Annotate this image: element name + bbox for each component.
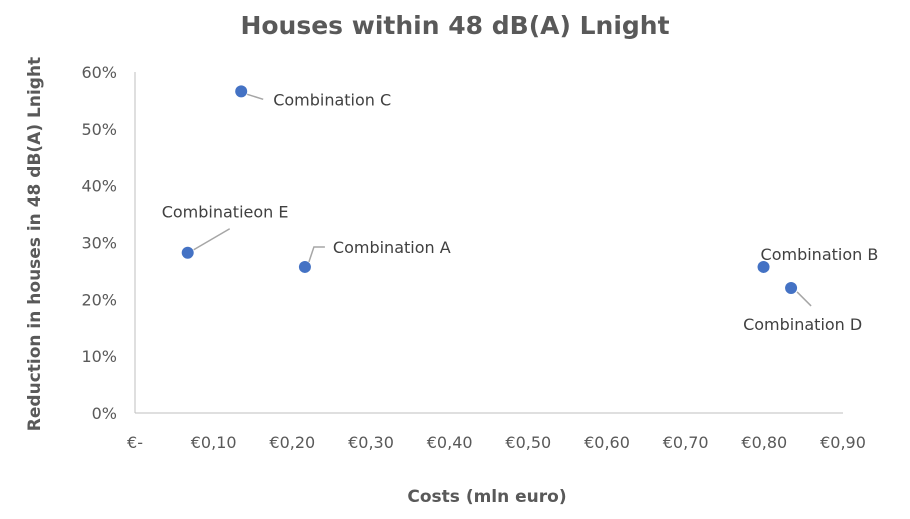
- x-axis-title: Costs (mln euro): [407, 487, 566, 507]
- y-axis-title: Reduction in houses in 48 dB(A) Lnight: [25, 57, 45, 431]
- data-point: [785, 281, 798, 294]
- data-label: Combination C: [273, 90, 391, 109]
- data-points: [181, 85, 798, 294]
- leader-line: [796, 291, 812, 307]
- x-tick-label: €0,40: [427, 433, 473, 452]
- y-tick-label: 60%: [81, 63, 117, 82]
- data-label: Combination D: [743, 315, 862, 334]
- x-tick-label: €0,90: [820, 433, 866, 452]
- data-label: Combination A: [333, 238, 451, 257]
- leader-lines: [193, 93, 812, 307]
- x-tick-label: €0,80: [741, 433, 787, 452]
- leader-line: [193, 228, 231, 251]
- y-tick-label: 20%: [81, 290, 117, 309]
- data-labels: Combination C Combinatieon E Combination A…: [162, 90, 879, 334]
- leader-line: [308, 246, 325, 263]
- y-tick-label: 0%: [92, 404, 117, 423]
- data-point: [235, 85, 248, 98]
- leader-line: [246, 93, 264, 101]
- x-tick-label: €0,60: [584, 433, 630, 452]
- x-tick-label: €-: [127, 433, 143, 452]
- x-tick-label: €0,50: [505, 433, 551, 452]
- data-label: Combinatieon E: [162, 203, 289, 222]
- y-tick-label: 50%: [81, 120, 117, 139]
- y-tick-label: 30%: [81, 234, 117, 253]
- data-label: Combination B: [761, 245, 879, 264]
- x-tick-labels: €- €0,10 €0,20 €0,30 €0,40 €0,50 €0,60 €0,70 €0,…: [127, 433, 866, 452]
- x-tick-label: €0,20: [269, 433, 315, 452]
- axes: [134, 72, 843, 414]
- chart-title: Houses within 48 dB(A) Lnight: [240, 11, 669, 40]
- x-tick-label: €0,10: [191, 433, 237, 452]
- y-tick-label: 10%: [81, 347, 117, 366]
- x-tick-label: €0,30: [348, 433, 394, 452]
- y-tick-labels: 0% 10% 20% 30% 40% 50% 60%: [81, 63, 117, 423]
- data-point: [298, 260, 311, 273]
- data-point: [757, 260, 770, 273]
- y-tick-label: 40%: [81, 177, 117, 196]
- x-tick-label: €0,70: [663, 433, 709, 452]
- data-point: [181, 246, 194, 259]
